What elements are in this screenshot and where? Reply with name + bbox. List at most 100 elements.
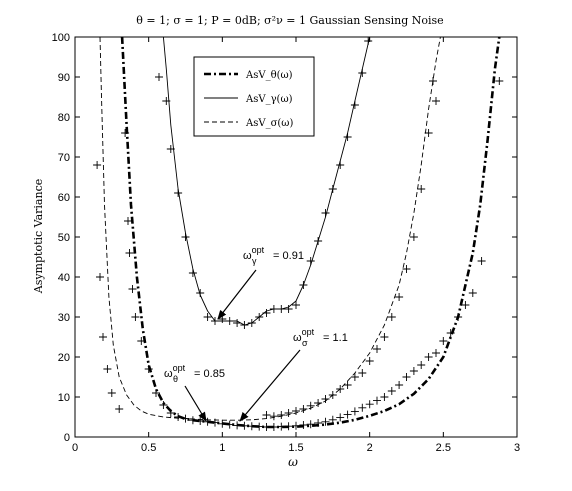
plus-marker [121,129,130,137]
plus-marker [402,265,411,273]
x-tick-label: 2 [367,442,373,454]
plus-marker [131,313,140,321]
plus-marker [343,133,352,141]
plus-marker [211,317,219,325]
annotation-value: = 0.85 [191,368,225,380]
x-tick-label: 1.5 [288,442,303,454]
annotation-value: = 0.91 [270,250,304,262]
plus-marker [181,414,190,423]
plus-marker [321,209,330,217]
plus-marker [373,345,381,353]
annotation-arrow-3 [184,385,207,422]
y-tick-label: 60 [58,192,70,204]
plus-marker [380,333,389,341]
series-line-1 [120,37,501,429]
plus-marker [93,161,102,169]
plus-marker [225,317,234,325]
plus-marker [299,405,308,413]
y-tick-label: 20 [58,352,70,364]
plus-marker [314,399,323,407]
annotation-sub: θ [173,374,178,384]
plus-marker [477,257,486,265]
plus-marker [432,97,440,105]
annotation-omega: ω [164,368,173,380]
legend-label-3: AsV_σ(ω) [245,118,293,129]
annotation-label-3: ωopt θ = 0.85 [164,363,225,384]
x-tick-label: 1 [219,442,225,454]
plus-marker [306,420,315,429]
plus-marker [196,289,205,297]
plus-marker [314,237,323,245]
plus-marker [446,329,455,337]
plus-marker [409,367,418,375]
annotation-arrow-2 [239,349,301,422]
y-tick-label: 30 [58,312,70,324]
legend-label-2: AsV_γ(ω) [245,94,293,105]
plus-marker [292,407,300,415]
plus-marker [115,405,124,413]
plus-marker [328,415,337,424]
plus-marker [125,249,134,257]
plus-marker [262,411,271,419]
plus-marker [429,77,437,85]
plus-marker [247,422,256,431]
plus-marker [395,381,404,389]
annotation-omega: ω [293,332,302,344]
x-tick-label: 2.5 [436,442,451,454]
plus-marker [233,421,242,430]
plus-marker [247,319,256,327]
plus-marker [350,101,359,109]
plus-marker [439,337,448,345]
y-axis-label: Asymptotic Variance [32,179,45,295]
plus-marker [277,305,286,313]
plus-marker [124,217,132,225]
plus-marker [328,185,337,193]
plus-marker [103,365,112,373]
plus-marker [314,419,323,427]
plus-marker [277,411,286,419]
plus-marker [159,401,168,409]
plus-marker [162,97,171,105]
plus-marker [402,373,411,381]
plus-marker [364,37,373,45]
series-line-3 [99,37,441,421]
plus-marker [277,422,286,431]
annotation-sup: opt [302,327,315,337]
plus-marker [255,422,264,431]
plus-marker [306,401,315,410]
plus-marker [284,409,293,417]
plus-marker [358,369,367,377]
annotation-omega: ω [243,250,252,262]
x-tick-label: 0.5 [141,442,156,454]
y-tick-label: 70 [58,152,70,164]
plus-marker [424,129,433,137]
plus-marker [269,423,278,431]
plus-marker [336,385,345,393]
plus-marker [495,77,504,85]
plus-marker [350,373,359,381]
plus-marker [321,417,330,426]
plot-content [93,37,504,431]
plus-marker [409,233,418,241]
annotation-sup: opt [252,245,265,255]
chart-title: θ = 1; σ = 1; P = 0dB; σ²ν = 1 Gaussian … [136,14,443,27]
plus-marker [262,423,271,431]
plus-marker [358,403,367,412]
plus-marker [454,313,463,321]
plus-marker [240,321,249,329]
plus-marker [218,419,227,428]
legend-box [193,56,315,137]
annotation-sub: γ [252,256,257,266]
plus-marker [432,349,440,357]
plus-marker [395,293,404,301]
plus-marker [387,387,396,395]
series-line-2 [162,37,371,326]
annotation-label-2: ωopt σ = 1.1 [293,327,348,348]
plus-marker [137,337,146,345]
plus-marker [128,285,137,293]
plus-marker [269,305,278,313]
plus-marker [468,289,477,297]
x-tick-label: 0 [72,442,78,454]
